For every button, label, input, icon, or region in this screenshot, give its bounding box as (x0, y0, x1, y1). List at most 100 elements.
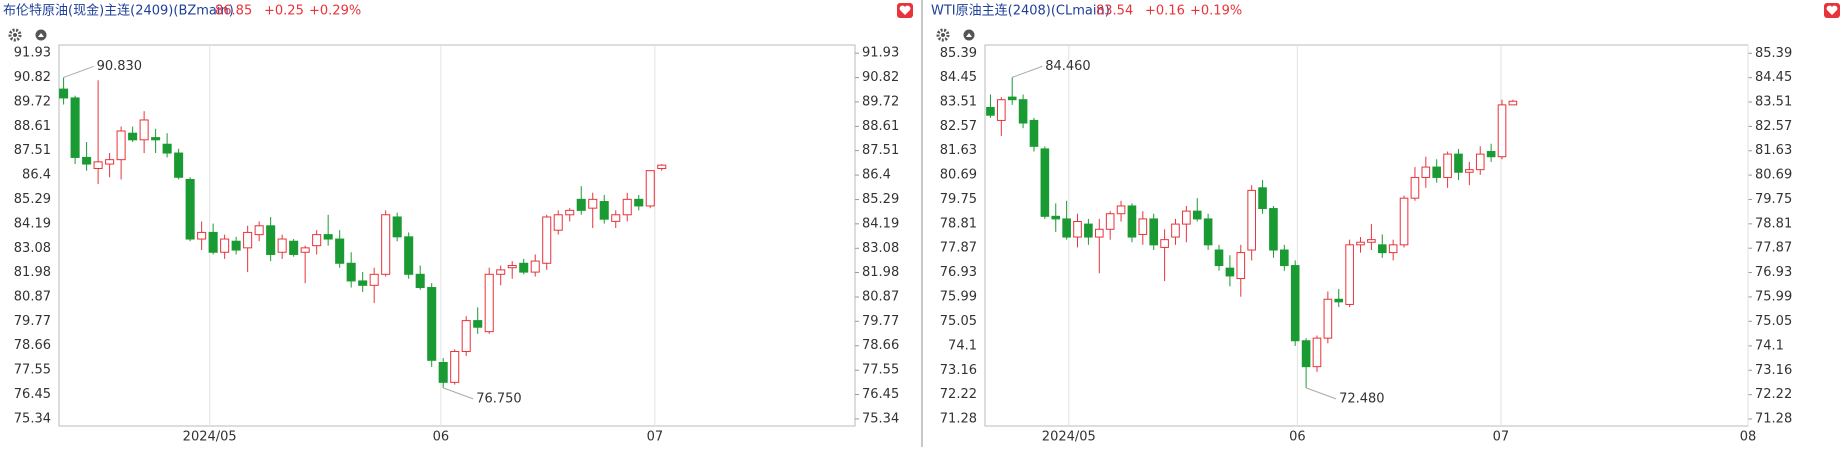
candle-body (1007, 96, 1017, 101)
y-tick-label: 91.93 (862, 46, 899, 61)
y-tick-label: 80.87 (862, 290, 899, 305)
candle-body (1138, 218, 1148, 235)
toggle-icon[interactable] (963, 29, 975, 41)
annotation-leader (1012, 65, 1043, 78)
x-tick-label: 07 (1493, 430, 1510, 445)
favorite-button[interactable] (897, 3, 913, 18)
candle-body (1073, 221, 1082, 238)
candle-body (634, 198, 644, 207)
settings-icon[interactable] (8, 28, 22, 42)
plot-frame (58, 44, 856, 427)
y-tick-label: 88.61 (862, 119, 899, 134)
candle-body (542, 216, 552, 264)
candle-body (1127, 205, 1137, 238)
candle-body (622, 198, 632, 216)
x-tick-label: 2024/05 (183, 430, 237, 445)
candle-body (507, 264, 517, 269)
y-tick-label: 78.81 (1755, 216, 1792, 231)
favorite-button[interactable] (1824, 3, 1840, 18)
annotation-leader (63, 65, 94, 78)
x-tick-label: 07 (647, 430, 664, 445)
candle-body (484, 273, 494, 333)
candle-body (1377, 244, 1387, 254)
candle-body (392, 216, 402, 238)
candle-body (151, 137, 161, 141)
candle-body (1225, 267, 1235, 277)
candle-body (300, 247, 310, 253)
candle-body (1149, 218, 1159, 246)
candle-body (1084, 223, 1093, 238)
candle-body (404, 236, 414, 275)
y-tick-label: 79.77 (14, 314, 51, 329)
candle-body (220, 238, 230, 253)
candle-body (1356, 241, 1365, 246)
y-tick-label: 79.77 (862, 314, 899, 329)
candle-body (369, 273, 379, 286)
x-tick-label: 06 (1289, 430, 1306, 445)
candle-body (1345, 244, 1354, 305)
candle-body (553, 214, 563, 231)
y-tick-label: 78.66 (14, 338, 51, 353)
candle-body (986, 106, 995, 116)
y-tick-label: 72.22 (940, 387, 977, 402)
y-tick-label: 80.69 (940, 168, 977, 183)
y-tick-label: 84.45 (1755, 70, 1792, 85)
y-tick-label: 89.72 (14, 94, 51, 109)
candle-body (1290, 265, 1300, 342)
candle-body (289, 240, 299, 255)
y-tick-label: 75.34 (862, 411, 899, 426)
candle-body (519, 262, 529, 273)
settings-icon[interactable] (936, 28, 950, 42)
quote-change-pct: +0.19% (1190, 4, 1242, 19)
candle-body (1105, 213, 1115, 230)
y-tick-label: 90.82 (14, 70, 51, 85)
y-tick-label: 81.98 (14, 265, 51, 280)
y-tick-label: 91.93 (14, 46, 51, 61)
y-tick-label: 81.63 (1755, 143, 1792, 158)
y-tick-label: 84.45 (940, 70, 977, 85)
quote-title: WTI原油主连(2408)(CLmain) (931, 3, 1110, 19)
quote-change: +0.25 (264, 4, 304, 19)
x-tick-label: 08 (1740, 430, 1757, 445)
candle-body (1508, 100, 1518, 106)
candle-body (438, 362, 448, 383)
candle-body (1486, 151, 1496, 158)
candle-body (1258, 187, 1267, 210)
candle-body (162, 143, 172, 154)
candle-body (473, 320, 483, 328)
candle-body (1051, 215, 1061, 220)
candle-body (185, 178, 195, 240)
y-tick-label: 73.16 (1755, 363, 1792, 378)
candle-body (1029, 119, 1039, 147)
candle-body (576, 198, 586, 211)
y-tick-label: 80.87 (14, 290, 51, 305)
toggle-icon[interactable] (35, 29, 47, 41)
y-tick-label: 86.4 (862, 168, 891, 183)
y-tick-label: 75.05 (940, 314, 977, 329)
candle-body (450, 350, 460, 383)
candle-body (335, 238, 345, 264)
candle-body (565, 209, 575, 216)
candle-body (1323, 298, 1333, 339)
quote-last: 86.85 (215, 4, 252, 19)
candle-body (116, 130, 126, 161)
y-tick-label: 75.99 (940, 289, 977, 304)
y-tick-label: 90.82 (862, 70, 899, 85)
y-tick-label: 85.39 (1755, 46, 1792, 61)
candle-body (1214, 249, 1224, 267)
quote-change-pct: +0.29% (309, 4, 361, 19)
y-tick-label: 71.28 (1755, 412, 1792, 427)
candle-body (1432, 166, 1442, 178)
y-tick-label: 77.55 (14, 363, 51, 378)
candle-body (1399, 197, 1409, 246)
candle-body (1443, 153, 1452, 178)
candle-body (1367, 239, 1376, 243)
y-tick-label: 83.08 (862, 241, 899, 256)
y-tick-label: 75.34 (14, 411, 51, 426)
candle-body (530, 260, 540, 273)
candle-body (611, 214, 621, 222)
candle-body (1269, 208, 1278, 251)
candle-body (197, 231, 207, 240)
annotation-label: 72.480 (1339, 391, 1385, 406)
candle-body (1040, 148, 1050, 217)
